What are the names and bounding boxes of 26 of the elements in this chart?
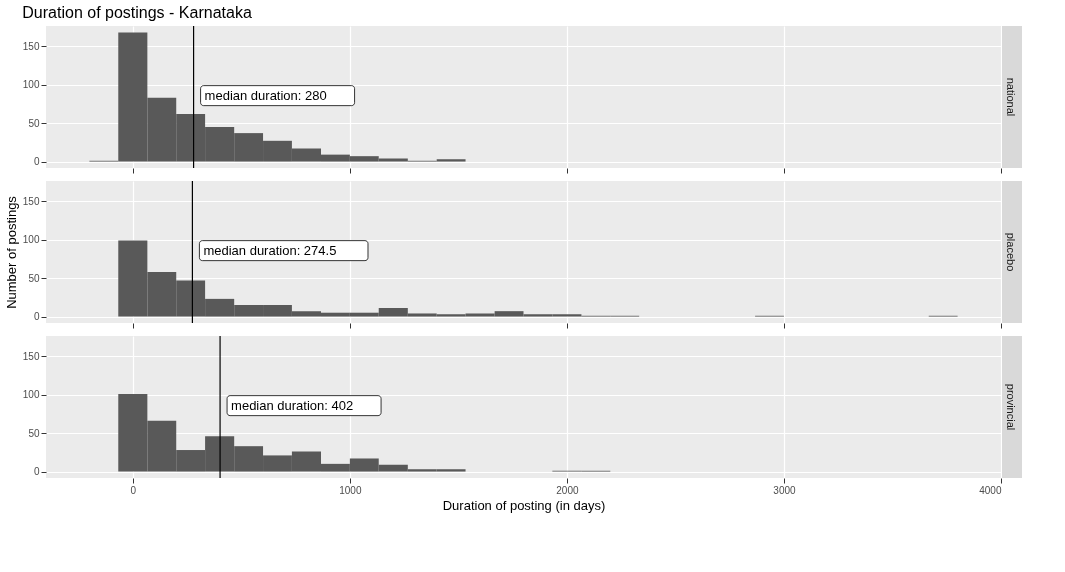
y-tick-label: 150 <box>22 40 40 52</box>
y-tick-label: 50 <box>28 272 40 284</box>
y-tick-label: 100 <box>22 234 40 246</box>
y-tick-label: 150 <box>22 195 40 207</box>
x-tick-label: 4000 <box>979 484 1002 496</box>
y-tick-label: 50 <box>28 117 40 129</box>
y-tick-label: 100 <box>22 389 40 401</box>
y-axis-title: Number of postings <box>3 195 19 309</box>
ref-line-label: median duration: 402 <box>231 397 354 413</box>
x-tick-label: 2000 <box>556 484 579 496</box>
y-tick-label: 100 <box>22 79 40 91</box>
chart-title: Duration of postings - Karnataka <box>22 4 252 22</box>
text: national <box>1005 77 1017 117</box>
y-tick-label: 0 <box>33 311 40 323</box>
y-tick-label: 50 <box>28 427 40 439</box>
text: provincial <box>1005 383 1017 431</box>
x-tick-label: 0 <box>130 484 137 496</box>
x-tick-label: 1000 <box>339 484 362 496</box>
text: placebo <box>1005 232 1017 272</box>
y-tick-label: 0 <box>33 466 40 478</box>
y-tick-label: 0 <box>33 156 40 168</box>
x-axis-title: Duration of posting (in days) <box>442 497 606 513</box>
ref-line-label: median duration: 274.5 <box>203 242 337 258</box>
x-tick-label: 3000 <box>773 484 797 496</box>
y-tick-label: 150 <box>22 350 40 362</box>
ref-line-label: median duration: 280 <box>204 87 327 103</box>
